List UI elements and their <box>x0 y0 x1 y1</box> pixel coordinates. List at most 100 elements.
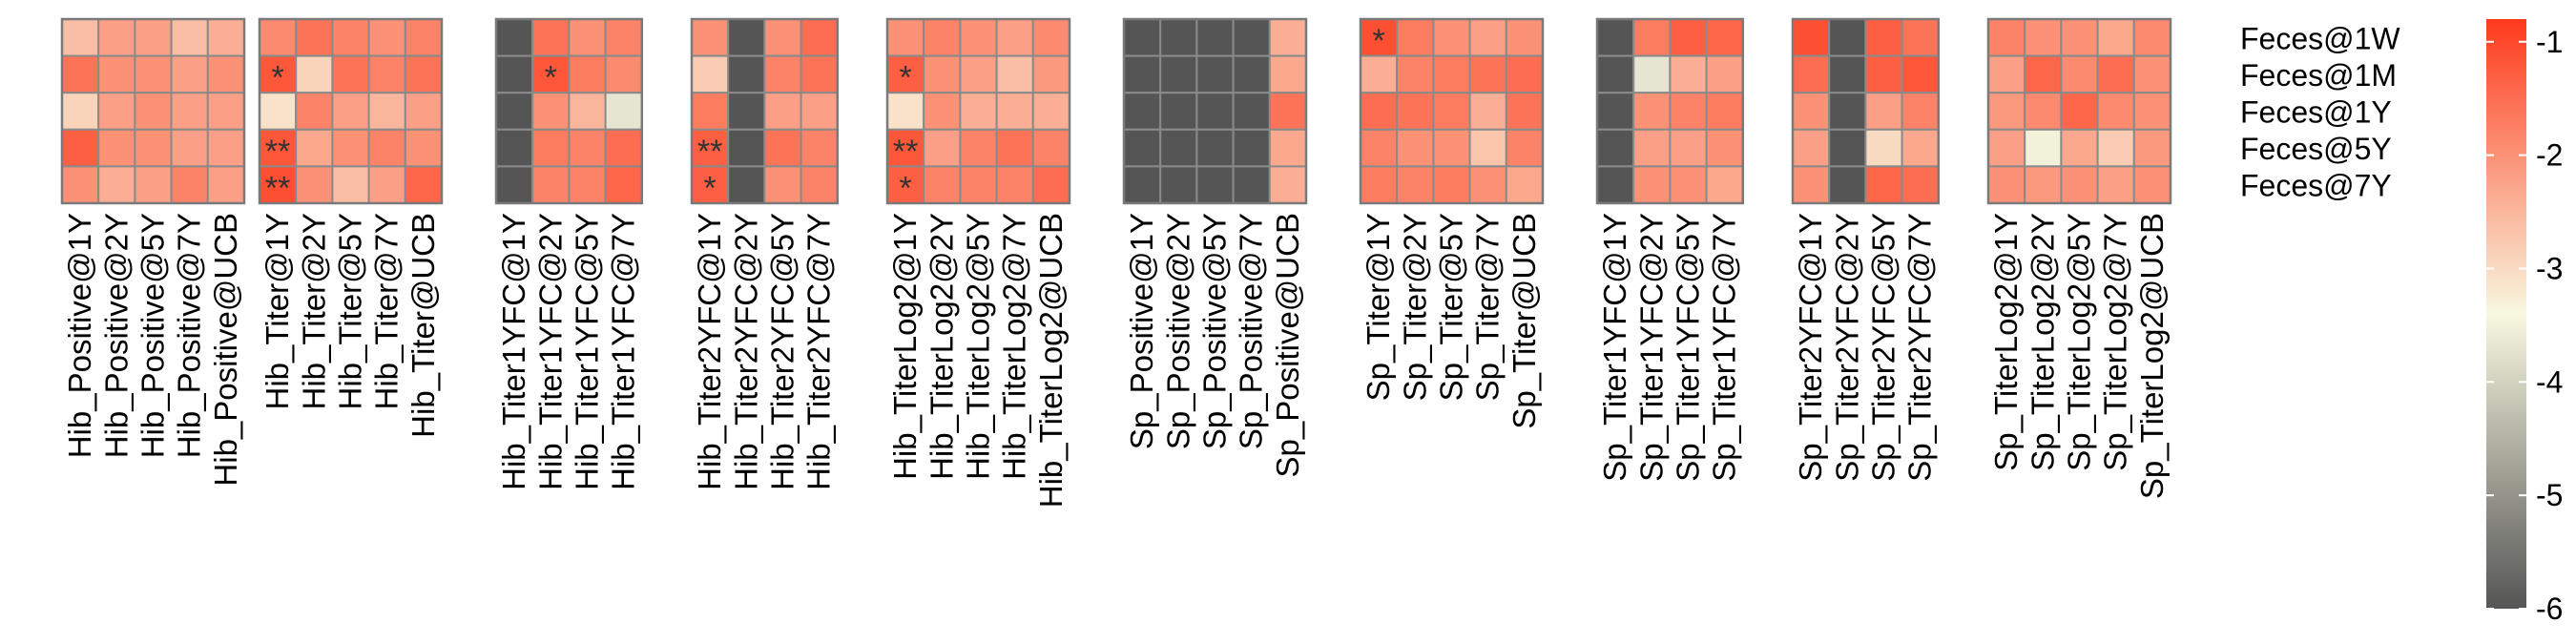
panel-border <box>1359 17 1545 205</box>
heatmap-cell <box>1987 165 2026 204</box>
colorbar-gradient <box>2486 19 2526 609</box>
column-label: Hib_Titer2YFC@7Y <box>801 213 837 490</box>
heatmap-cell <box>1396 165 1435 204</box>
heatmap-cell <box>604 92 643 131</box>
heatmap-cell <box>134 165 173 204</box>
heatmap-cell <box>1505 128 1545 168</box>
panel-border <box>690 17 840 205</box>
heatmap-cell <box>800 54 839 94</box>
heatmap-cell <box>1864 128 1903 168</box>
heatmap-cell <box>295 54 334 94</box>
heatmap-cell <box>1705 92 1744 131</box>
heatmap-cell <box>2096 18 2135 57</box>
heatmap-cell <box>531 128 571 168</box>
heatmap-cell <box>763 128 802 168</box>
heatmap-panel: Hib_Positive@1Y Hib_Positive@2Y Hib_Positi… <box>60 17 246 487</box>
heatmap-cell <box>1864 165 1903 204</box>
heatmap-panel: ****Hib_TiterLog2@1Y Hib_TiterLog2@2Y Hib_… <box>885 17 1071 508</box>
heatmap-cell <box>1596 165 1635 204</box>
heatmap-cell <box>604 165 643 204</box>
heatmap-cell <box>923 128 962 168</box>
heatmap-cell <box>800 18 839 57</box>
heatmap-cell <box>61 92 100 131</box>
heatmap-cell <box>1232 18 1271 57</box>
heatmap-cell <box>1468 165 1507 204</box>
heatmap-cell <box>1360 54 1399 94</box>
significance-star: * <box>1372 23 1384 59</box>
heatmap-cell <box>134 92 173 131</box>
heatmap-cell <box>331 18 370 57</box>
heatmap-cell <box>1864 92 1903 131</box>
heatmap-cell <box>1432 92 1471 131</box>
heatmap-cell <box>404 165 443 204</box>
heatmap-cell <box>1705 18 1744 57</box>
heatmap-cell <box>2132 128 2172 168</box>
heatmap-cell <box>727 165 766 204</box>
column-label: Hib_Titer1YFC@2Y <box>532 213 568 490</box>
heatmap-cell <box>995 92 1034 131</box>
column-label: Sp_Titer2YFC@5Y <box>1866 213 1901 482</box>
colorbar-tick-label: -2 <box>2536 138 2563 173</box>
heatmap-cell <box>367 54 406 94</box>
heatmap-cell <box>404 128 443 168</box>
heatmap-cell <box>1901 18 1940 57</box>
heatmap-cell <box>206 54 246 94</box>
heatmap-cell <box>1596 54 1635 94</box>
heatmap-cell <box>763 18 802 57</box>
heatmap-cell <box>170 128 209 168</box>
heatmap-cell <box>1031 54 1071 94</box>
heatmap-cell <box>134 18 173 57</box>
panel-border <box>60 17 246 205</box>
row-label: Feces@5Y <box>2240 132 2392 166</box>
column-label: Sp_Titer@UCB <box>1506 213 1542 429</box>
significance-star: * <box>271 60 283 96</box>
colorbar-tick-label: -6 <box>2536 592 2563 626</box>
heatmap-cell <box>1396 128 1435 168</box>
column-label: Hib_Positive@5Y <box>135 213 171 458</box>
heatmap-cell <box>1828 128 1867 168</box>
heatmap-cell <box>1195 18 1235 57</box>
heatmap-cell <box>1828 165 1867 204</box>
heatmap-cell <box>495 92 534 131</box>
heatmap-cell <box>1987 54 2026 94</box>
heatmap-cell <box>763 92 802 131</box>
column-label: Sp_TiterLog2@UCB <box>2134 213 2170 499</box>
heatmap-cell <box>2096 92 2135 131</box>
heatmap-cell <box>691 54 730 94</box>
column-label: Sp_Titer1YFC@2Y <box>1633 213 1669 482</box>
heatmap-cell <box>97 128 136 168</box>
significance-star: ** <box>265 134 290 170</box>
heatmap-cell <box>1705 54 1744 94</box>
heatmap-cell <box>923 92 962 131</box>
heatmap-cell <box>295 18 334 57</box>
column-label: Sp_Titer1YFC@5Y <box>1671 213 1706 482</box>
heatmap-cell <box>1596 18 1635 57</box>
heatmap-panel: Sp_Positive@1Y Sp_Positive@2Y Sp_Positive@… <box>1122 17 1308 477</box>
heatmap-cell <box>1792 165 1831 204</box>
heatmap-cell <box>1864 54 1903 94</box>
heatmap-cell <box>170 92 209 131</box>
column-label: Hib_Titer1YFC@7Y <box>606 213 641 490</box>
heatmap-cell <box>367 165 406 204</box>
heatmap-cell <box>1232 54 1271 94</box>
panel-border <box>1595 17 1745 205</box>
panel-border <box>1986 17 2172 205</box>
column-label: Hib_Positive@7Y <box>172 213 207 458</box>
colorbar: -1 -2 -3 -4 -5 -6 <box>2486 19 2563 626</box>
heatmap-cell <box>1828 92 1867 131</box>
column-label: Sp_Titer@7Y <box>1470 213 1506 401</box>
heatmap-cell <box>1828 18 1867 57</box>
heatmap-cell <box>531 18 571 57</box>
heatmap-cell <box>295 165 334 204</box>
heatmap-cell <box>1792 128 1831 168</box>
heatmap-cell <box>206 92 246 131</box>
heatmap-cell <box>1828 54 1867 94</box>
heatmap-cell <box>1468 54 1507 94</box>
heatmap-cell <box>531 92 571 131</box>
heatmap-cell <box>1159 165 1198 204</box>
panel-border <box>1122 17 1308 205</box>
heatmap-cell <box>2024 18 2063 57</box>
heatmap-cell <box>61 18 100 57</box>
